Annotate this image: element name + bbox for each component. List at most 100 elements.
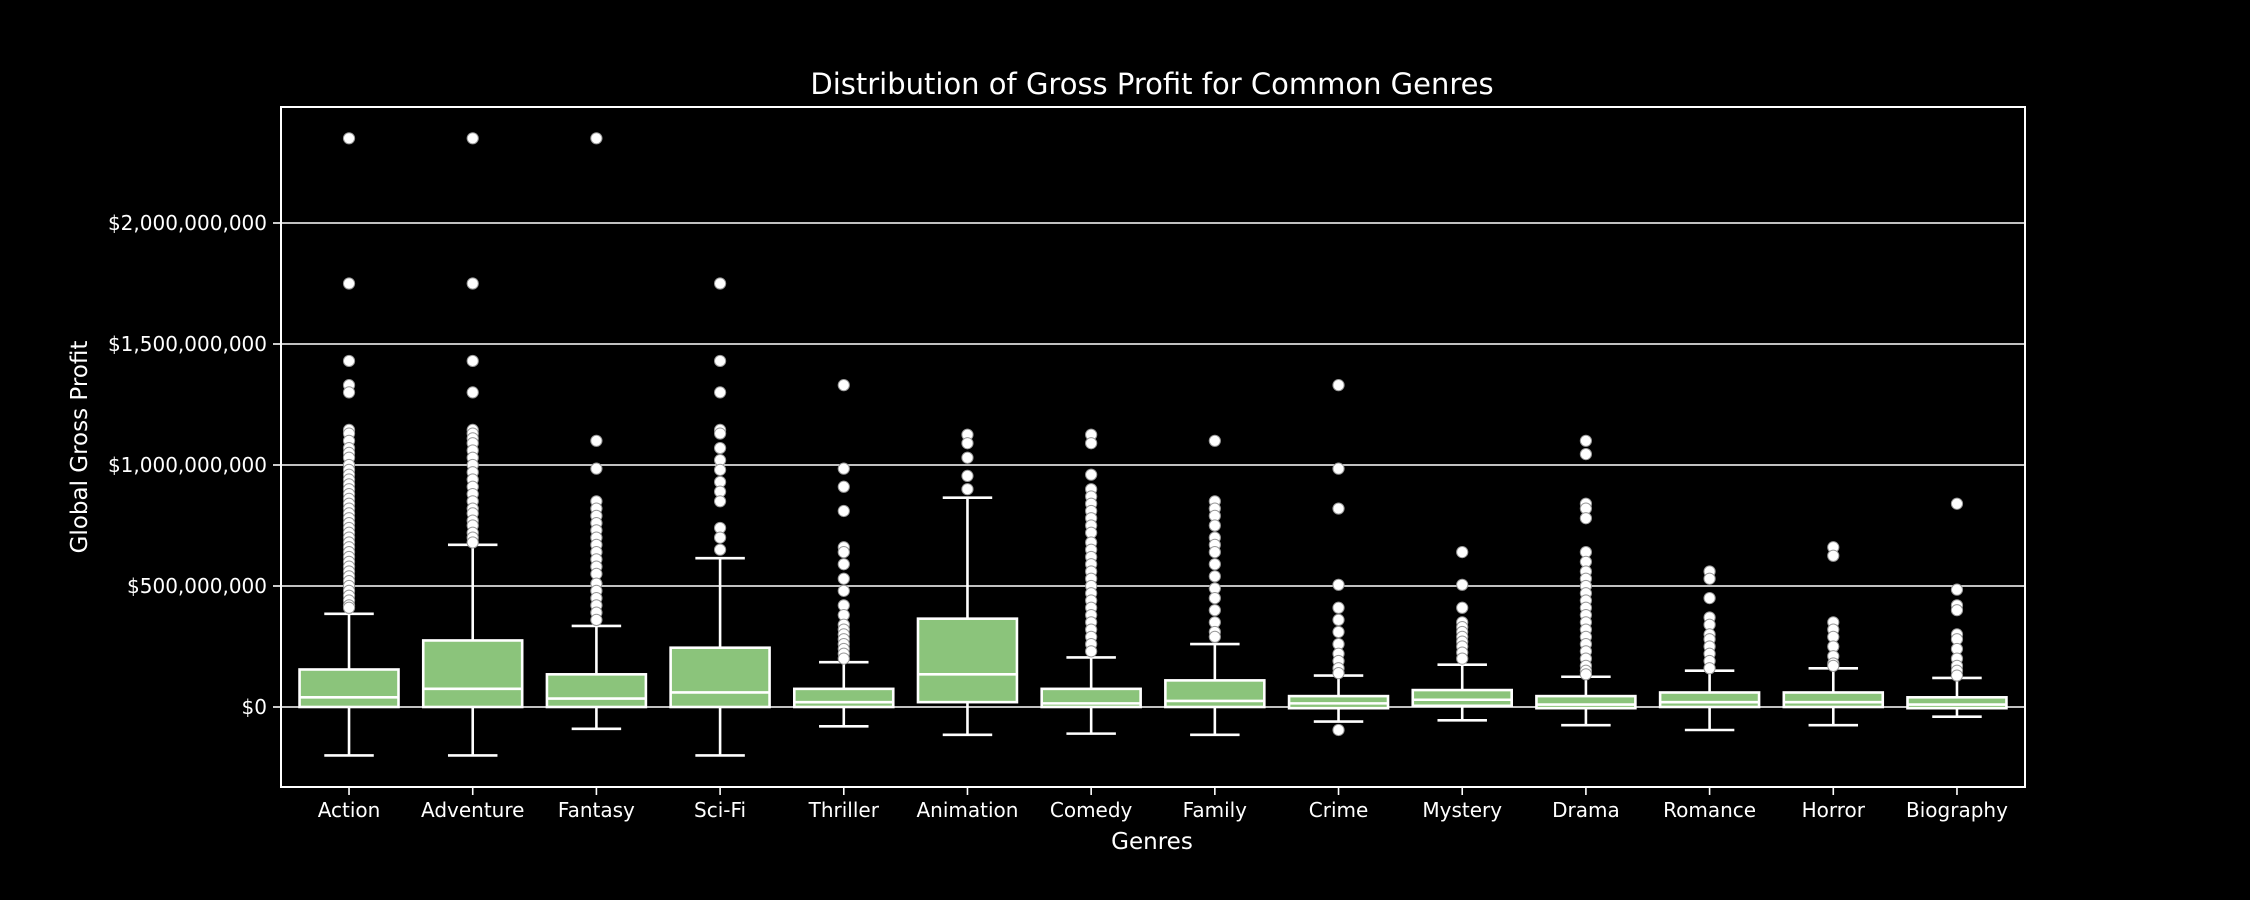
outlier-point <box>1950 604 1964 617</box>
outlier-point <box>342 277 356 290</box>
outlier-point <box>713 531 727 544</box>
y-tick-label: $1,500,000,000 <box>108 332 267 356</box>
outlier-point <box>837 480 850 493</box>
outlier-point <box>1332 462 1345 475</box>
x-tick-label: Fantasy <box>558 798 635 822</box>
outlier-point <box>342 386 356 399</box>
x-tick-label: Mystery <box>1422 798 1502 822</box>
outlier-point <box>1332 502 1345 515</box>
outlier-point <box>1703 662 1716 675</box>
x-tick-label: Animation <box>916 798 1018 822</box>
outlier-point <box>1208 434 1221 447</box>
y-axis-label: Global Gross Profit <box>67 341 93 554</box>
x-tick-label: Biography <box>1906 798 2008 822</box>
y-tick-label: $2,000,000,000 <box>108 211 267 235</box>
outlier-point <box>961 483 974 496</box>
box-iqr <box>421 639 524 709</box>
outlier-point <box>837 462 850 475</box>
outlier-point <box>590 132 603 145</box>
outlier-point <box>1703 592 1716 605</box>
outlier-point <box>590 462 603 475</box>
outlier-point <box>837 546 850 559</box>
outlier-point <box>466 277 479 290</box>
outlier-point <box>1827 659 1840 672</box>
outlier-point <box>1332 601 1345 614</box>
box-iqr <box>669 646 771 709</box>
outlier-point <box>590 613 603 626</box>
box-thriller <box>793 379 895 728</box>
outlier-point <box>1085 437 1098 450</box>
outlier-point <box>837 572 850 585</box>
outlier-point <box>1579 512 1593 525</box>
box-crime <box>1287 379 1390 737</box>
x-tick-label: Adventure <box>421 798 524 822</box>
outlier-point <box>1579 448 1593 461</box>
x-tick-label: Thriller <box>808 798 880 822</box>
outlier-point <box>1332 723 1345 737</box>
x-axis-ticks: Action Adventure Fantasy Sci-Fi Thriller Anim… <box>318 787 2008 822</box>
outlier-point <box>466 132 479 145</box>
box-iqr <box>545 673 648 709</box>
outlier-point <box>1208 519 1221 532</box>
outlier-point <box>1703 572 1716 585</box>
outlier-point <box>1085 645 1098 658</box>
x-tick-label: Action <box>318 798 381 822</box>
outlier-point <box>713 427 727 440</box>
box-adventure <box>421 132 524 757</box>
boxes <box>298 132 2008 757</box>
outlier-point <box>1579 434 1593 447</box>
outlier-point <box>342 601 356 614</box>
outlier-point <box>1950 583 1964 596</box>
outlier-point <box>1085 468 1098 481</box>
x-tick-label: Horror <box>1802 798 1866 822</box>
outlier-point <box>713 463 727 476</box>
box-iqr <box>1535 694 1637 710</box>
box-mystery <box>1411 546 1513 722</box>
box-action <box>298 132 400 757</box>
outlier-point <box>961 437 974 450</box>
outlier-point <box>466 386 479 399</box>
box-family <box>1164 434 1266 737</box>
outlier-point <box>961 451 974 464</box>
outlier-point <box>1208 630 1221 643</box>
outlier-point <box>837 504 850 518</box>
x-tick-label: Drama <box>1552 798 1620 822</box>
box-drama <box>1535 434 1637 727</box>
outlier-point <box>1827 549 1840 562</box>
y-tick-label: $0 <box>242 695 267 719</box>
outlier-point <box>590 434 603 447</box>
outlier-point <box>1208 546 1221 559</box>
box-iqr <box>1906 696 2008 710</box>
box-comedy <box>1040 428 1142 735</box>
outlier-point <box>1332 667 1345 680</box>
box-iqr <box>1411 688 1513 708</box>
outlier-point <box>837 379 850 392</box>
box-iqr <box>1782 691 1885 709</box>
box-romance <box>1658 565 1761 732</box>
outlier-point <box>1332 613 1345 626</box>
box-iqr <box>916 617 1019 704</box>
box-biography <box>1906 497 2008 718</box>
x-tick-label: Crime <box>1309 798 1369 822</box>
outlier-point <box>713 495 727 508</box>
outlier-point <box>466 354 479 368</box>
x-tick-label: Sci-Fi <box>694 798 746 822</box>
y-tick-label: $1,000,000,000 <box>108 453 267 477</box>
outlier-point <box>1456 546 1469 559</box>
box-animation <box>916 428 1019 737</box>
y-tick-label: $500,000,000 <box>127 574 267 598</box>
outlier-point <box>1456 601 1469 614</box>
outlier-point <box>1332 578 1345 591</box>
box-iqr <box>298 668 400 709</box>
x-tick-label: Comedy <box>1050 798 1133 822</box>
outlier-point <box>1332 625 1345 639</box>
outlier-point <box>1332 379 1345 392</box>
outlier-point <box>466 536 479 549</box>
outlier-point <box>837 584 850 597</box>
outlier-point <box>837 652 850 665</box>
outlier-point <box>1208 558 1221 571</box>
outlier-point <box>1456 578 1469 591</box>
outlier-point <box>713 354 727 368</box>
